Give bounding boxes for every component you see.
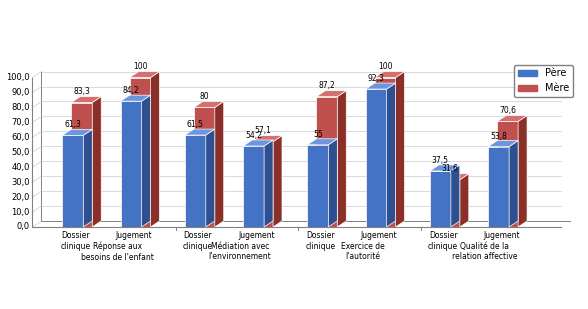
Polygon shape [497, 116, 527, 121]
Text: 37,5: 37,5 [432, 156, 449, 165]
Polygon shape [71, 96, 101, 103]
Polygon shape [308, 139, 338, 145]
Text: 61,3: 61,3 [65, 121, 81, 129]
Text: 70,0: 70,0 [11, 118, 29, 127]
Polygon shape [151, 72, 159, 227]
Polygon shape [488, 141, 518, 146]
Text: 57,1: 57,1 [254, 126, 271, 135]
Polygon shape [366, 89, 386, 227]
Text: 50,0: 50,0 [11, 148, 29, 157]
Text: 87,2: 87,2 [319, 81, 335, 90]
Polygon shape [366, 83, 396, 89]
Polygon shape [273, 136, 282, 227]
Text: 54,2: 54,2 [245, 131, 262, 140]
Text: 80,0: 80,0 [11, 103, 29, 112]
Polygon shape [243, 146, 264, 227]
Polygon shape [243, 140, 273, 146]
Text: 84,2: 84,2 [123, 86, 139, 95]
Text: 30,0: 30,0 [11, 178, 29, 187]
Text: 61,5: 61,5 [187, 120, 204, 129]
Polygon shape [451, 165, 460, 227]
Polygon shape [185, 135, 206, 227]
Polygon shape [142, 95, 151, 227]
Text: 100,0: 100,0 [6, 73, 29, 82]
Polygon shape [185, 129, 215, 135]
Polygon shape [129, 72, 159, 78]
Polygon shape [328, 139, 338, 227]
Text: 83,3: 83,3 [74, 87, 90, 96]
Text: 60,0: 60,0 [11, 133, 29, 142]
Text: 92,3: 92,3 [368, 74, 385, 83]
Polygon shape [497, 121, 518, 227]
Polygon shape [460, 174, 469, 227]
Text: Exercice de
l'autorité: Exercice de l'autorité [340, 242, 385, 261]
Text: 70,6: 70,6 [499, 106, 516, 115]
Polygon shape [430, 171, 451, 227]
Text: 0,0: 0,0 [16, 222, 29, 231]
Text: 80: 80 [199, 92, 209, 101]
Polygon shape [386, 83, 396, 227]
Polygon shape [252, 142, 273, 227]
Polygon shape [129, 78, 151, 227]
Text: 90,0: 90,0 [11, 88, 29, 97]
Text: Jugement: Jugement [483, 231, 520, 240]
Polygon shape [430, 165, 460, 171]
Polygon shape [439, 180, 460, 227]
Polygon shape [308, 145, 328, 227]
Text: Dossier
clinique: Dossier clinique [428, 231, 458, 251]
Polygon shape [338, 91, 346, 227]
Polygon shape [121, 95, 151, 101]
Text: 55: 55 [313, 130, 323, 139]
Text: 40,0: 40,0 [11, 163, 29, 172]
Text: Jugement: Jugement [360, 231, 397, 240]
Polygon shape [316, 91, 346, 97]
Polygon shape [194, 101, 224, 108]
Text: 10,0: 10,0 [11, 208, 29, 217]
Polygon shape [92, 96, 101, 227]
Polygon shape [252, 136, 282, 142]
Text: 31,6: 31,6 [441, 164, 458, 173]
Text: Réponse aux
besoins de l'enfant: Réponse aux besoins de l'enfant [81, 242, 154, 262]
Polygon shape [83, 129, 92, 227]
Polygon shape [62, 129, 92, 135]
Text: Dossier
clinique: Dossier clinique [183, 231, 213, 251]
Text: Médiation avec
l'environnement: Médiation avec l'environnement [209, 242, 271, 261]
Polygon shape [194, 108, 215, 227]
Text: 100: 100 [133, 62, 148, 71]
Text: Jugement: Jugement [238, 231, 275, 240]
Polygon shape [396, 72, 405, 227]
Polygon shape [71, 103, 92, 227]
Polygon shape [215, 101, 224, 227]
Legend: Père, Mère: Père, Mère [514, 65, 573, 97]
Text: Qualité de la
relation affective: Qualité de la relation affective [452, 242, 517, 261]
Text: 100: 100 [378, 62, 392, 71]
Polygon shape [518, 116, 527, 227]
Polygon shape [206, 129, 215, 227]
Text: Dossier
clinique: Dossier clinique [61, 231, 91, 251]
Polygon shape [509, 141, 518, 227]
Polygon shape [316, 97, 338, 227]
Polygon shape [488, 146, 509, 227]
Text: Dossier
clinique: Dossier clinique [306, 231, 336, 251]
Polygon shape [439, 174, 469, 180]
Text: 53,8: 53,8 [490, 132, 507, 141]
Polygon shape [375, 78, 396, 227]
Text: 20,0: 20,0 [11, 193, 29, 201]
Polygon shape [62, 135, 83, 227]
Polygon shape [121, 101, 142, 227]
Polygon shape [375, 72, 405, 78]
Text: Jugement: Jugement [115, 231, 152, 240]
Polygon shape [264, 140, 273, 227]
